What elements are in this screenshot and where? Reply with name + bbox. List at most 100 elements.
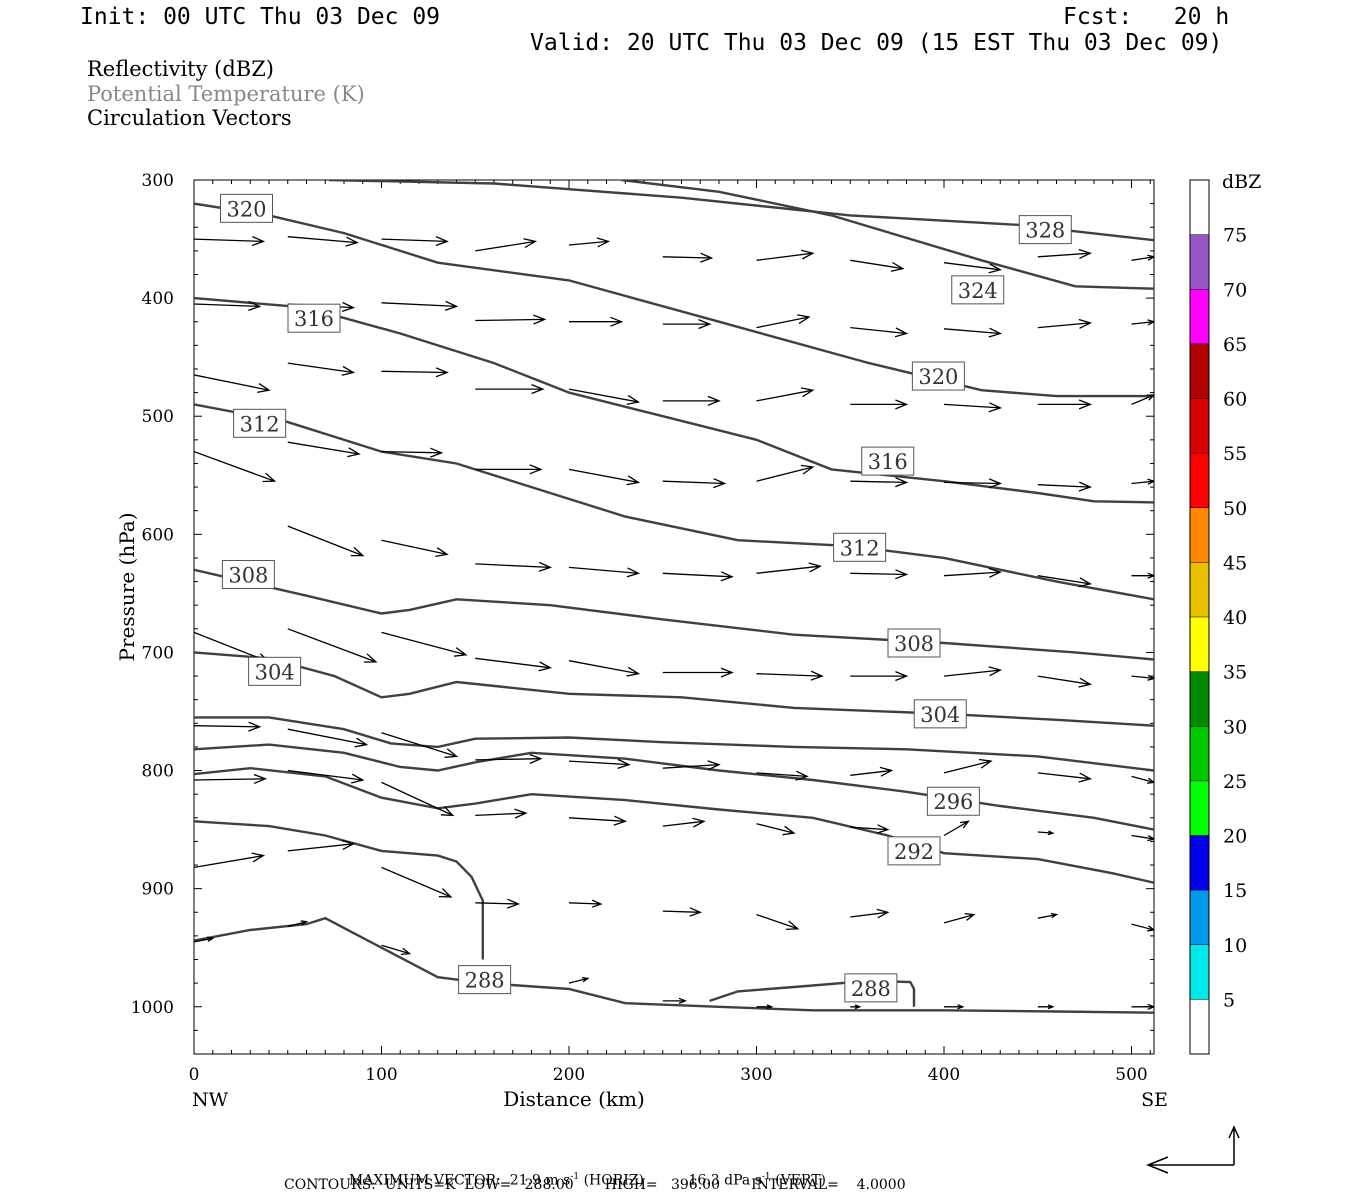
colorbar-level-label: 35	[1223, 662, 1247, 684]
circulation-vector	[568, 815, 628, 826]
contour-label: 288	[465, 969, 505, 993]
circulation-vector	[287, 839, 356, 852]
colorbar-level-label: 5	[1223, 989, 1235, 1011]
circulation-vector	[756, 770, 809, 781]
circulation-vector	[756, 913, 800, 931]
circulation-vector	[850, 670, 909, 682]
circulation-vector	[381, 732, 459, 758]
circulation-vector	[1037, 248, 1093, 259]
y-tick-label: 1000	[131, 998, 174, 1018]
colorbar-segment	[1190, 726, 1209, 781]
circulation-vector	[943, 758, 993, 774]
circulation-vector	[381, 631, 468, 657]
theta-contour-312	[194, 403, 1154, 601]
circulation-vector	[850, 1004, 862, 1010]
circulation-vector	[850, 399, 909, 410]
max-vector-horiz: 21.9 m s	[509, 1172, 571, 1189]
circulation-vector	[194, 450, 277, 483]
colorbar-segment	[1190, 507, 1209, 563]
circulation-vector	[1131, 834, 1154, 842]
circulation-vector	[568, 758, 631, 770]
contour-label-box	[233, 408, 287, 438]
circulation-vector	[381, 367, 449, 378]
circulation-vector	[381, 781, 455, 817]
theta-contour-296	[194, 743, 1154, 831]
circulation-vector	[850, 824, 890, 834]
circulation-vector	[1037, 575, 1093, 588]
x-tick-label: 200	[553, 1065, 585, 1085]
vert-exponent: -1	[761, 1172, 771, 1182]
contour-label-box	[1018, 215, 1072, 245]
x-tick-label: 400	[928, 1065, 960, 1085]
colorbar-segment	[1190, 617, 1209, 672]
theta-contour-288	[194, 916, 1154, 1014]
init-time: Init: 00 UTC Thu 03 Dec 09	[80, 4, 441, 30]
circulation-vector	[850, 326, 909, 338]
circulation-vector	[475, 464, 543, 475]
circulation-vector	[850, 259, 905, 272]
circulation-vector	[756, 314, 811, 329]
contour-label: 304	[920, 703, 960, 727]
colorbar-segment	[1190, 999, 1209, 1054]
circulation-vector	[943, 402, 1003, 413]
colorbar-segment	[1190, 289, 1209, 344]
colorbar-segment	[1190, 453, 1209, 508]
circulation-vector	[943, 567, 1003, 578]
circulation-vector	[568, 976, 590, 984]
circulation-vector	[756, 823, 796, 836]
legend-potential-temperature: Potential Temperature (K)	[87, 82, 365, 106]
circulation-vector	[943, 912, 976, 924]
y-axis-title: Pressure (hPa)	[115, 513, 139, 662]
circulation-vector	[475, 314, 547, 325]
contours-info: CONTOURS: UNITS=K LOW= 288.00 HIGH= 396.…	[284, 1177, 906, 1193]
contour-label: 320	[918, 365, 958, 389]
colorbar-level-label: 40	[1223, 607, 1247, 629]
circulation-vector	[475, 383, 545, 395]
contour-label-box	[887, 836, 941, 866]
theta-contour-320	[194, 202, 1154, 398]
colorbar-segment	[1190, 944, 1209, 1000]
circulation-vector	[381, 866, 453, 898]
circulation-vector	[1037, 772, 1093, 783]
x-end-label-left: NW	[192, 1089, 229, 1111]
colorbar-segment	[1190, 234, 1209, 290]
colorbar-segment	[1190, 343, 1209, 399]
circulation-vector	[475, 753, 543, 764]
contour-label: 308	[228, 563, 268, 587]
circulation-vector	[568, 468, 641, 486]
reference-vector-horizontal	[1145, 1156, 1234, 1174]
circulation-vector	[475, 238, 538, 252]
circulation-vector	[194, 852, 266, 869]
theta-contour-288	[194, 820, 484, 960]
contour-label-box	[913, 699, 967, 729]
x-tick-label: 500	[1115, 1065, 1147, 1085]
contour-label-box	[833, 532, 887, 562]
circulation-vector	[943, 820, 970, 837]
legend-reflectivity: Reflectivity (dBZ)	[87, 57, 275, 81]
circulation-vector	[194, 773, 268, 785]
max-vector-title: MAXIMUM VECTOR:	[348, 1172, 501, 1189]
circulation-vector	[475, 898, 521, 909]
colorbar-level-label: 30	[1223, 716, 1247, 738]
theta-contour-300	[194, 716, 1154, 772]
y-tick-label: 500	[142, 407, 174, 427]
circulation-vector	[194, 300, 262, 312]
colorbar-level-label: 25	[1223, 771, 1247, 793]
theta-contour-308	[194, 568, 1154, 661]
circulation-vector	[850, 908, 890, 919]
contour-label-box	[220, 193, 273, 223]
circulation-vector	[1037, 912, 1059, 919]
theta-contour-292	[194, 766, 1154, 884]
circulation-vector	[287, 362, 356, 376]
y-tick-label: 600	[142, 525, 174, 545]
theta-contour-316	[194, 296, 1154, 504]
circulation-vector	[287, 628, 378, 663]
circulation-vector	[568, 237, 611, 248]
colorbar-segment	[1190, 398, 1209, 454]
colorbar-level-label: 10	[1223, 935, 1247, 957]
circulation-vector	[194, 936, 215, 943]
colorbar-level-label: 60	[1223, 389, 1247, 411]
contour-label-box	[911, 361, 965, 391]
circulation-vector	[287, 728, 369, 748]
circulation-vector	[662, 252, 714, 263]
